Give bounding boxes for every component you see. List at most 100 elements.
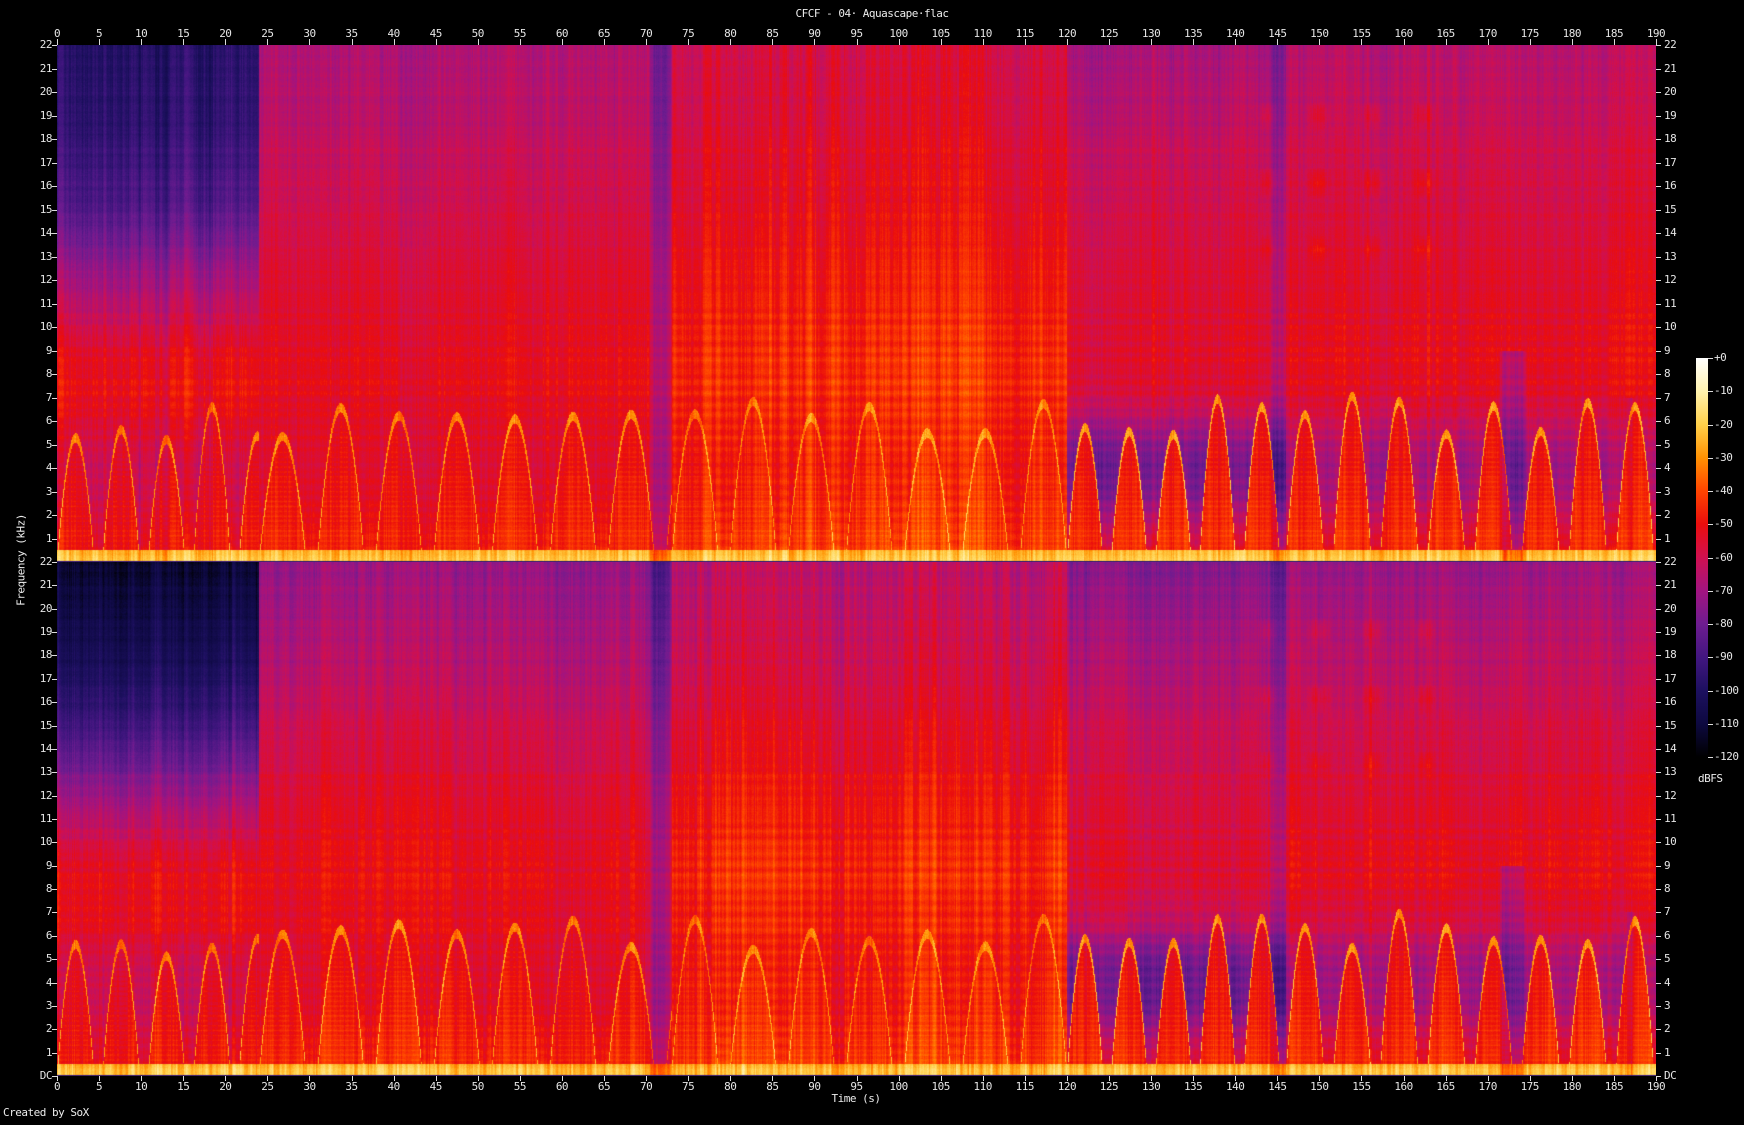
time-tick-mark [309,1076,311,1081]
time-tick-label: 180 [1562,27,1582,40]
freq-tick-mark [52,186,57,187]
freq-tick-label: 8 [45,367,53,380]
time-tick-label: 35 [345,1080,358,1093]
time-tick-label: 65 [597,27,611,40]
freq-tick-label: 2 [1664,508,1671,521]
time-tick-label: 100 [889,27,908,40]
freq-tick-mark [1656,935,1661,937]
freq-tick-label: 3 [1664,484,1671,498]
time-tick-mark [225,1076,227,1081]
time-tick-label: 80 [724,27,737,40]
time-tick-mark [1108,39,1110,45]
time-tick-label: 55 [513,27,527,40]
freq-tick-mark [1656,1029,1661,1031]
time-tick-mark [393,1076,395,1081]
freq-tick-mark [1656,912,1661,914]
legend-tick-label: -10 [1714,384,1733,398]
time-tick-label: 155 [1352,1080,1371,1093]
freq-tick-mark [52,491,57,493]
freq-tick-label: 8 [1664,367,1671,380]
freq-tick-mark [1656,68,1661,70]
time-tick-mark [1319,39,1321,45]
time-tick-mark [1487,1076,1489,1081]
freq-tick-mark [52,515,57,516]
freq-tick-label: 20 [39,601,53,615]
freq-tick-label: 10 [39,835,53,849]
freq-tick-label: 4 [45,461,53,474]
freq-tick-mark [52,92,57,93]
freq-tick-mark [1656,350,1661,352]
freq-tick-mark [52,655,57,657]
time-tick-label: 125 [1099,27,1119,40]
time-tick-mark [856,1076,858,1081]
time-tick-label: 110 [973,27,993,40]
freq-tick-label: 16 [39,695,53,709]
time-tick-mark [1024,39,1026,45]
freq-tick-mark [52,421,57,422]
freq-tick-label: 9 [1664,858,1671,872]
freq-tick-mark [1656,421,1661,422]
time-tick-mark [688,1076,690,1081]
legend-tick-label: -90 [1714,650,1733,664]
time-tick-mark [141,1076,143,1081]
freq-tick-label: 4 [1664,461,1671,474]
time-tick-mark [772,39,774,45]
time-tick-label: 150 [1310,1080,1329,1093]
freq-tick-label: 14 [39,741,53,755]
time-tick-mark [940,1076,942,1081]
time-tick-mark [730,39,732,45]
freq-tick-label: 13 [1664,249,1677,263]
freq-tick-label: 17 [1664,155,1677,169]
time-tick-mark [688,39,690,45]
time-tick-mark [982,39,984,45]
freq-tick-label: 5 [45,952,53,966]
freq-tick-label: 18 [1664,648,1677,662]
time-tick-label: 155 [1352,27,1371,40]
freq-tick-mark [52,538,57,540]
freq-tick-mark [1656,491,1661,493]
time-tick-label: 190 [1646,27,1666,40]
time-tick-mark [1656,1076,1657,1081]
legend-tick-mark [1708,557,1713,559]
freq-tick-mark [52,1029,57,1031]
credit-watermark: Created by SoX [3,1106,89,1119]
freq-tick-label: 5 [45,437,53,451]
freq-tick-label: 6 [1664,414,1671,427]
freq-tick-mark [1656,327,1661,328]
freq-tick-mark [1656,397,1661,399]
freq-tick-label: 11 [1664,296,1677,310]
freq-tick-mark [1656,842,1661,844]
freq-tick-mark [1656,562,1661,563]
freq-tick-mark [1656,374,1661,375]
time-tick-mark [99,1076,101,1081]
freq-tick-mark [52,350,57,352]
legend-tick-label: +0 [1714,351,1727,364]
freq-tick-label: 6 [45,928,53,942]
time-tick-label: 150 [1310,27,1329,40]
time-tick-label: 160 [1394,27,1413,40]
freq-tick-label: 7 [45,390,53,404]
time-tick-mark [519,39,521,45]
freq-tick-label: 10 [39,320,53,333]
time-tick-label: 95 [850,27,863,40]
time-tick-label: 35 [345,27,358,40]
freq-tick-label: 13 [1664,765,1677,779]
freq-tick-mark [1656,795,1661,797]
time-tick-mark [1445,39,1447,45]
time-tick-mark [1193,1076,1195,1081]
freq-tick-label: 11 [39,296,53,310]
time-tick-label: 130 [1141,27,1161,40]
freq-tick-label: 19 [39,625,53,639]
time-tick-label: 10 [135,1080,148,1093]
legend-tick-mark [1708,457,1713,459]
time-tick-mark [1403,39,1405,45]
freq-tick-mark [52,397,57,399]
freq-tick-label: 12 [1664,788,1677,802]
freq-tick-label: 20 [39,85,53,98]
time-tick-label: 185 [1604,27,1624,40]
time-tick-label: 135 [1183,27,1203,40]
legend-tick-mark [1708,424,1713,426]
time-tick-label: 145 [1268,27,1287,40]
freq-tick-label: 17 [1664,671,1677,685]
legend-tick-label: -70 [1714,583,1733,597]
